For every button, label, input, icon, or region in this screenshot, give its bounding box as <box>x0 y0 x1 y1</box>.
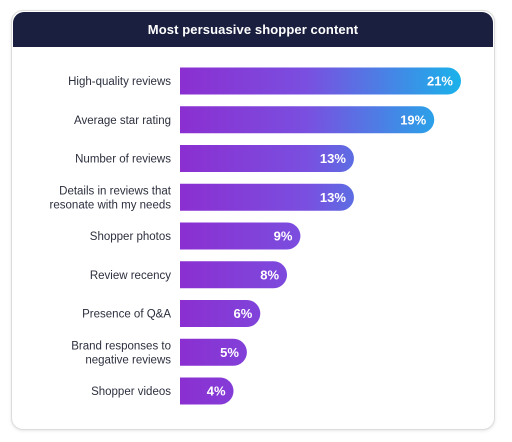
category-label: Review recency <box>90 270 171 282</box>
bar-value-label: 13% <box>320 151 346 166</box>
category-label: Number of reviews <box>75 154 171 166</box>
bar <box>180 106 435 134</box>
bar <box>180 145 354 172</box>
bar-value-label: 13% <box>320 190 346 205</box>
category-label: Brand responses to <box>71 340 171 352</box>
chart-header: Most persuasive shopper content <box>13 12 493 47</box>
category-label: Shopper videos <box>91 386 171 398</box>
bar-value-label: 4% <box>207 384 226 399</box>
category-label: Presence of Q&A <box>82 309 171 321</box>
category-label: Average star rating <box>74 115 171 127</box>
bar-value-label: 6% <box>233 306 252 321</box>
bar <box>180 377 234 405</box>
category-label: resonate with my needs <box>50 199 172 211</box>
bar-value-label: 9% <box>274 229 293 244</box>
bar-value-label: 19% <box>400 112 426 127</box>
bar-value-label: 21% <box>427 74 453 89</box>
category-label: negative reviews <box>85 354 171 366</box>
bar <box>180 67 461 95</box>
bar-value-label: 5% <box>220 345 239 360</box>
category-label: Details in reviews that <box>59 185 172 197</box>
bar <box>180 183 354 211</box>
chart-title: Most persuasive shopper content <box>147 22 359 37</box>
bar <box>180 338 247 366</box>
category-label: High-quality reviews <box>68 76 171 88</box>
bar-value-label: 8% <box>260 267 279 282</box>
bar <box>180 222 301 250</box>
category-label: Shopper photos <box>90 231 171 243</box>
bar <box>180 300 261 327</box>
bar <box>180 261 288 289</box>
